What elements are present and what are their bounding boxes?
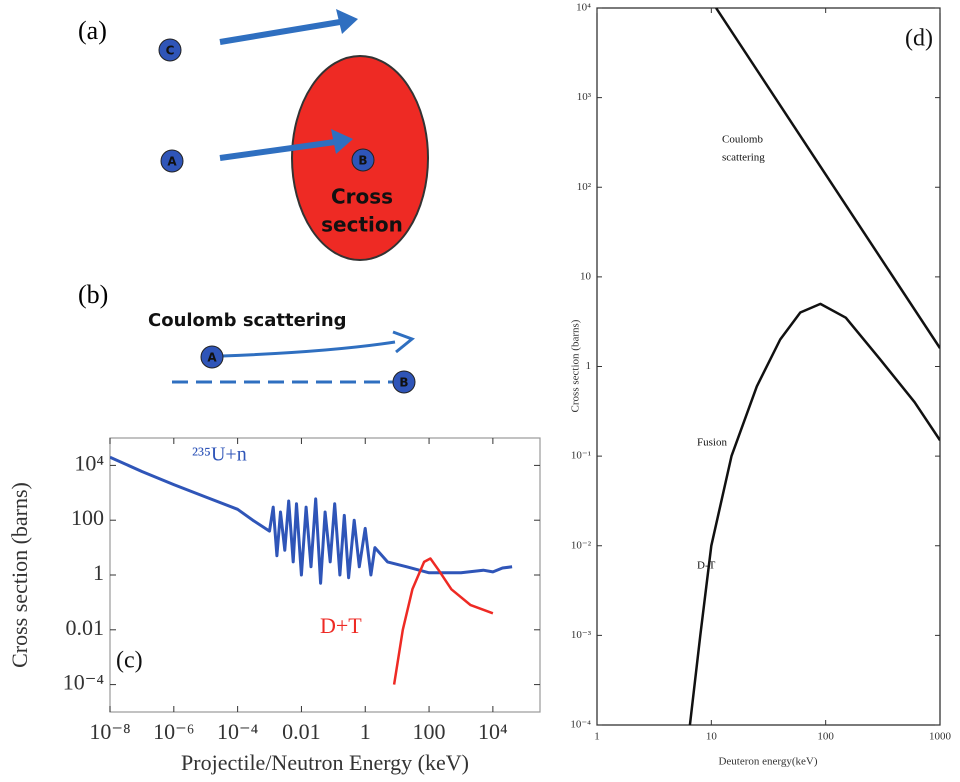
particle [351,148,375,172]
y-tick-label: 0.01 [66,615,105,640]
data-line [688,302,940,725]
y-tick-label: 10⁻¹ [571,450,591,462]
data-line [110,455,513,585]
y-axis-label: Cross section (barns) [7,482,32,668]
x-axis-label: Deuteron energy(keV) [718,756,817,768]
y-tick-label: 10 [580,270,592,282]
x-tick-label: 10 [706,730,718,742]
y-tick-label: 10⁻⁴ [63,670,105,695]
particle-label: C [166,44,175,58]
annotation: (d) [905,26,933,52]
annotation: scattering [722,152,765,164]
arrow [219,19,341,45]
x-tick-label: 10⁴ [478,719,508,744]
diagram-title: Coulomb scattering [148,310,347,331]
particle-label: B [358,154,367,168]
plot-frame [109,437,541,713]
x-tick-label: 10⁻⁸ [89,719,130,744]
x-axis-label: Projectile/Neutron Energy (keV) [181,750,469,775]
arrowhead [336,9,358,34]
ellipse-label: Cross [331,185,393,209]
annotation: Fusion [697,437,727,449]
particle [392,370,416,394]
x-tick-label: 100 [413,719,446,744]
x-tick-label: 1 [360,719,371,744]
data-line [392,557,494,685]
arrow [219,139,336,161]
annotation: D+T [320,613,362,638]
annotation: D-T [697,560,716,572]
y-tick-label: 10² [577,181,592,193]
panel-label: (a) [78,16,107,45]
x-tick-label: 100 [817,730,834,742]
annotation: Coulomb [722,134,763,146]
y-tick-label: 10⁴ [74,450,104,475]
particle-label: B [399,376,408,390]
x-tick-label: 1000 [929,730,952,742]
x-tick-label: 10⁻⁶ [153,719,194,744]
y-tick-label: 10⁻² [571,539,592,551]
y-tick-label: 10⁻³ [571,629,592,641]
trajectory [221,340,396,358]
diagram: (a) C A B Cross section (b) Coulomb scat… [78,9,429,394]
particle [158,38,182,62]
arrowhead [392,330,415,354]
y-axis-label: Cross section (barns) [570,319,582,412]
x-tick-label: 0.01 [282,719,321,744]
particle-label: A [207,351,217,365]
particle [200,345,224,369]
particle [160,149,184,173]
y-tick-label: 1 [586,360,592,372]
x-tick-label: 10⁻⁴ [217,719,259,744]
annotation: (c) [116,648,143,674]
arrowhead [331,129,353,154]
y-tick-label: 100 [71,505,104,530]
data-line [715,8,940,349]
y-tick-label: 10⁴ [576,2,591,14]
annotation: ²³⁵U+n [192,444,247,466]
y-tick-label: 10⁻⁴ [570,719,591,731]
y-tick-label: 1 [93,560,104,585]
y-tick-label: 10³ [577,91,592,103]
x-tick-label: 1 [594,730,600,742]
plot-frame [596,7,941,726]
panel-label: (b) [78,280,108,309]
particle-label: A [167,155,177,169]
ellipse-label: section [321,213,403,237]
